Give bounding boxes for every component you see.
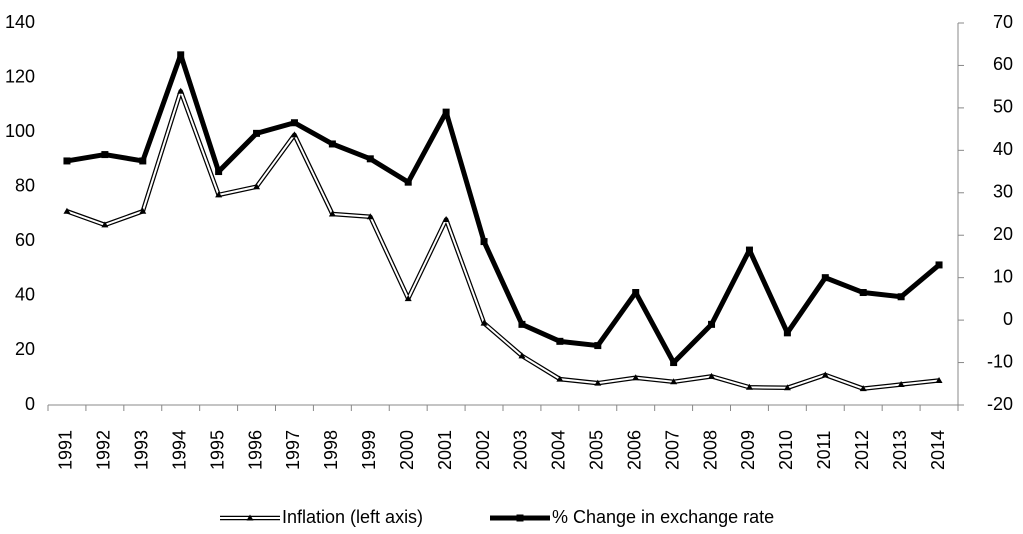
point-marker bbox=[556, 337, 564, 345]
point-marker bbox=[101, 221, 109, 228]
point-marker bbox=[783, 384, 791, 391]
point-marker bbox=[290, 131, 298, 138]
legend-marker bbox=[246, 514, 254, 521]
point-marker bbox=[215, 191, 223, 198]
point-marker bbox=[404, 295, 412, 302]
point-marker bbox=[518, 320, 526, 328]
point-marker bbox=[632, 289, 640, 297]
point-marker bbox=[670, 359, 678, 367]
x-tick-label: 2002 bbox=[473, 430, 493, 470]
y2-tick-label: 10 bbox=[993, 266, 1013, 286]
point-marker bbox=[708, 320, 716, 328]
point-marker bbox=[594, 379, 602, 386]
point-marker bbox=[632, 374, 640, 381]
y2-tick-label: -20 bbox=[987, 394, 1013, 414]
point-marker bbox=[328, 210, 336, 217]
y2-tick-label: -10 bbox=[987, 351, 1013, 371]
y-tick-label: 100 bbox=[5, 121, 35, 141]
y-tick-label: 60 bbox=[15, 230, 35, 250]
x-tick-label: 2010 bbox=[776, 430, 796, 470]
x-tick-label: 2008 bbox=[700, 430, 720, 470]
point-marker bbox=[253, 129, 261, 137]
y-tick-label: 80 bbox=[15, 175, 35, 195]
point-marker bbox=[63, 207, 71, 214]
x-tick-label: 2009 bbox=[738, 430, 758, 470]
point-marker bbox=[745, 383, 753, 390]
point-marker bbox=[177, 51, 185, 59]
x-tick-label: 2004 bbox=[549, 430, 569, 470]
point-marker bbox=[935, 376, 943, 383]
x-tick-label: 2013 bbox=[890, 430, 910, 470]
point-marker bbox=[404, 178, 412, 186]
point-marker bbox=[518, 352, 526, 359]
y2-tick-label: 70 bbox=[993, 12, 1013, 32]
point-marker bbox=[290, 119, 298, 127]
point-marker bbox=[821, 274, 829, 282]
x-tick-label: 2011 bbox=[814, 431, 834, 470]
point-marker bbox=[897, 293, 905, 301]
point-marker bbox=[859, 289, 867, 297]
point-marker bbox=[366, 155, 374, 163]
y2-tick-label: 40 bbox=[993, 139, 1013, 159]
point-marker bbox=[556, 375, 564, 382]
point-marker bbox=[442, 108, 450, 116]
y2-tick-label: 30 bbox=[993, 182, 1013, 202]
x-tick-label: 2014 bbox=[928, 430, 948, 470]
point-marker bbox=[63, 157, 71, 165]
point-marker bbox=[101, 151, 109, 159]
x-tick-label: 1994 bbox=[169, 430, 189, 470]
x-tick-label: 1997 bbox=[283, 430, 303, 470]
x-tick-label: 2003 bbox=[511, 430, 531, 470]
x-tick-label: 2006 bbox=[624, 430, 644, 470]
x-tick-label: 2007 bbox=[662, 430, 682, 470]
x-tick-label: 1998 bbox=[321, 430, 341, 470]
point-marker bbox=[783, 329, 791, 337]
point-marker bbox=[177, 87, 185, 94]
series-line bbox=[66, 90, 940, 390]
y2-tick-label: 60 bbox=[993, 54, 1013, 74]
point-marker bbox=[821, 371, 829, 378]
x-tick-label: 1999 bbox=[359, 430, 379, 470]
point-marker bbox=[366, 213, 374, 220]
point-marker bbox=[897, 381, 905, 388]
x-tick-label: 1991 bbox=[56, 430, 76, 470]
point-marker bbox=[594, 342, 602, 350]
x-tick-label: 2012 bbox=[852, 430, 872, 470]
point-marker bbox=[935, 261, 943, 269]
y-tick-label: 140 bbox=[5, 12, 35, 32]
point-marker bbox=[480, 319, 488, 326]
point-marker bbox=[670, 378, 678, 385]
y2-tick-label: 20 bbox=[993, 224, 1013, 244]
x-tick-label: 1996 bbox=[245, 430, 265, 470]
point-marker bbox=[745, 246, 753, 254]
x-tick-label: 1993 bbox=[132, 430, 152, 470]
x-tick-label: 1992 bbox=[94, 430, 114, 470]
y-tick-label: 20 bbox=[15, 339, 35, 359]
legend-label: Inflation (left axis) bbox=[282, 507, 423, 527]
point-marker bbox=[139, 207, 147, 214]
point-marker bbox=[859, 385, 867, 392]
legend-marker bbox=[516, 514, 524, 522]
point-marker bbox=[442, 215, 450, 222]
y-tick-label: 0 bbox=[25, 394, 35, 414]
y2-tick-label: 50 bbox=[993, 97, 1013, 117]
y-tick-label: 120 bbox=[5, 66, 35, 86]
point-marker bbox=[215, 168, 223, 176]
x-tick-label: 2001 bbox=[435, 430, 455, 470]
point-marker bbox=[253, 183, 261, 190]
legend-label: % Change in exchange rate bbox=[552, 507, 774, 527]
x-tick-label: 2000 bbox=[397, 430, 417, 470]
x-tick-label: 2005 bbox=[587, 430, 607, 470]
point-marker bbox=[480, 238, 488, 246]
point-marker bbox=[328, 140, 336, 148]
y2-tick-label: 0 bbox=[1003, 309, 1013, 329]
point-marker bbox=[139, 157, 147, 165]
point-marker bbox=[708, 372, 716, 379]
series-line bbox=[66, 52, 941, 366]
x-tick-label: 1995 bbox=[207, 430, 227, 470]
y-tick-label: 40 bbox=[15, 285, 35, 305]
